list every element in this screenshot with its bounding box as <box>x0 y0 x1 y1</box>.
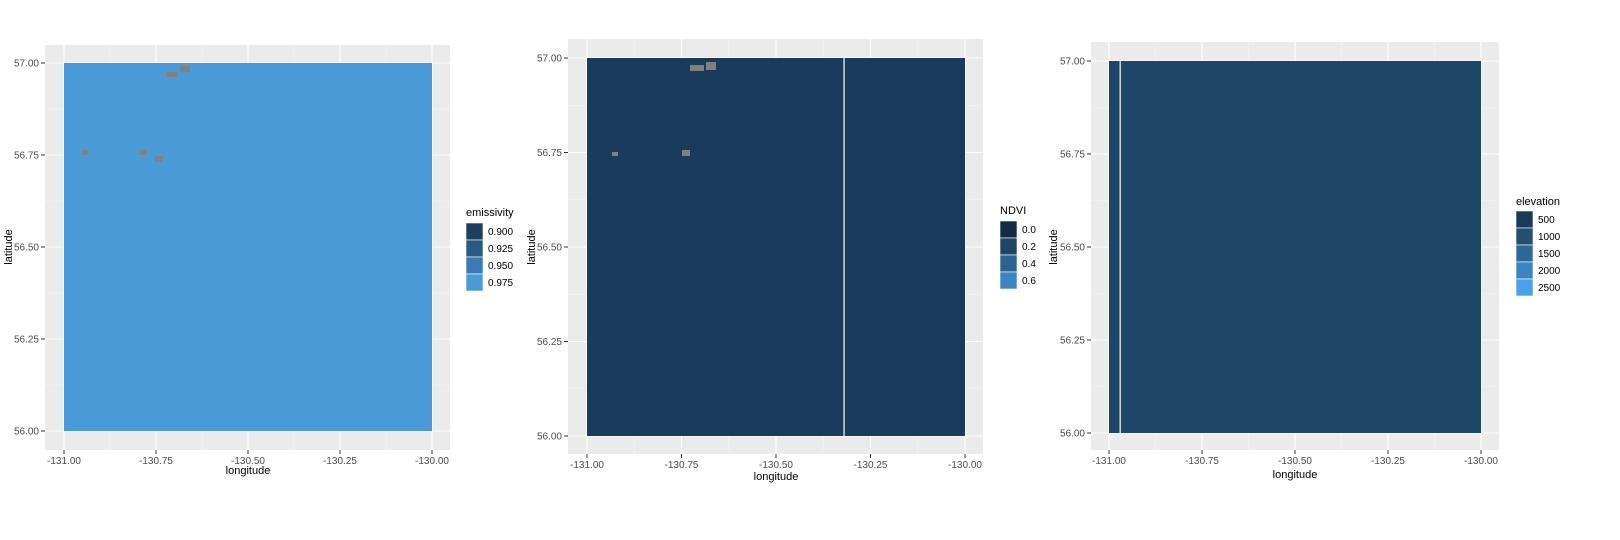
legend-key <box>999 220 1018 239</box>
y-tick-label: 56.25 <box>1060 336 1085 347</box>
x-axis: -131.00 -130.75 -130.50 -130.25 -130.00 longi… <box>1092 450 1498 481</box>
y-tick-label: 56.25 <box>537 337 562 348</box>
raster-tiles <box>64 63 432 431</box>
x-tick-label: -130.00 <box>1464 456 1498 467</box>
legend: emissivity 0.900 0.925 0.950 0.975 <box>465 207 514 292</box>
na-cell <box>612 152 618 156</box>
heatmap-panel-3: -131.00 -130.75 -130.50 -130.25 -130.00 longi… <box>1048 42 1561 481</box>
x-tick-label: -130.25 <box>323 456 357 467</box>
y-tick-label: 56.25 <box>14 335 39 346</box>
legend-label: 1500 <box>1538 249 1561 260</box>
legend-label: 0.4 <box>1022 259 1036 270</box>
x-axis-title: longitude <box>754 471 799 483</box>
y-tick-label: 57.00 <box>14 59 39 70</box>
x-axis-title: longitude <box>1273 469 1318 481</box>
legend-label: 2000 <box>1538 266 1561 277</box>
y-axis-title: latitude <box>526 229 538 264</box>
x-tick-label: -130.50 <box>1278 456 1312 467</box>
legend-key <box>465 273 484 292</box>
heatmap-panel-2: -131.00 -130.75 -130.50 -130.25 -130.00 longi… <box>526 39 1036 483</box>
x-tick-label: -130.75 <box>139 456 173 467</box>
na-cell <box>706 62 716 70</box>
heatmap-panel-1: -131.00 -130.75 -130.50 -130.25 -130.00 longi… <box>3 45 514 477</box>
na-cell <box>180 66 190 72</box>
x-tick-label: -130.50 <box>231 456 265 467</box>
y-tick-label: 56.75 <box>1060 150 1085 161</box>
x-tick-label: -131.00 <box>570 460 604 471</box>
raster-tiles <box>587 58 965 436</box>
legend-key <box>999 237 1018 256</box>
raster-tiles <box>1109 61 1481 433</box>
legend-label: 0.2 <box>1022 242 1036 253</box>
legend-key <box>465 222 484 241</box>
y-axis: 56.00 56.25 56.50 56.75 57.00 latitude <box>526 54 568 443</box>
legend-key <box>1515 227 1534 246</box>
x-tick-label: -130.25 <box>854 460 888 471</box>
y-tick-label: 56.00 <box>1060 429 1085 440</box>
x-tick-label: -130.75 <box>1185 456 1219 467</box>
y-tick-label: 56.50 <box>14 243 39 254</box>
y-axis-title: latitude <box>3 229 15 264</box>
raster-texture <box>587 58 965 436</box>
na-cell <box>155 156 163 162</box>
x-axis-title: longitude <box>226 465 271 477</box>
x-tick-label: -130.75 <box>665 460 699 471</box>
na-cell <box>690 65 704 71</box>
x-tick-label: -131.00 <box>1092 456 1126 467</box>
legend-label: 1000 <box>1538 232 1561 243</box>
x-axis: -131.00 -130.75 -130.50 -130.25 -130.00 longi… <box>570 454 982 483</box>
x-tick-label: -131.00 <box>47 456 81 467</box>
legend-label: 0.6 <box>1022 276 1036 287</box>
x-axis: -131.00 -130.75 -130.50 -130.25 -130.00 longi… <box>47 450 449 477</box>
y-axis: 56.00 56.25 56.50 56.75 57.00 latitude <box>3 59 45 438</box>
legend-label: 0.925 <box>488 244 513 255</box>
y-tick-label: 56.50 <box>1060 243 1085 254</box>
y-tick-label: 57.00 <box>1060 57 1085 68</box>
legend: elevation 500 1000 1500 2000 2500 <box>1515 196 1561 297</box>
x-tick-label: -130.00 <box>948 460 982 471</box>
y-axis: 56.00 56.25 56.50 56.75 57.00 latitude <box>1048 57 1091 440</box>
na-cell <box>682 150 690 156</box>
legend-label: 0.0 <box>1022 225 1036 236</box>
y-tick-label: 56.75 <box>537 148 562 159</box>
legend-label: 0.900 <box>488 227 513 238</box>
legend-key <box>465 256 484 275</box>
x-tick-label: -130.50 <box>759 460 793 471</box>
legend-key <box>999 271 1018 290</box>
legend-label: 2500 <box>1538 283 1561 294</box>
legend-title: emissivity <box>466 207 514 219</box>
legend-label: 500 <box>1538 215 1555 226</box>
y-tick-label: 56.75 <box>14 151 39 162</box>
raster-texture <box>64 63 432 431</box>
legend-key <box>1515 244 1534 263</box>
legend-key <box>1515 261 1534 280</box>
legend-key <box>999 254 1018 273</box>
na-cell <box>166 72 178 77</box>
na-cell <box>82 150 88 155</box>
x-tick-label: -130.00 <box>415 456 449 467</box>
y-tick-label: 56.00 <box>537 432 562 443</box>
legend-key <box>465 239 484 258</box>
na-cell <box>140 150 147 155</box>
legend-label: 0.950 <box>488 261 513 272</box>
raster-texture <box>1109 61 1481 433</box>
legend-label: 0.975 <box>488 278 513 289</box>
y-axis-title: latitude <box>1048 229 1060 264</box>
legend: NDVI 0.0 0.2 0.4 0.6 <box>999 205 1036 290</box>
y-tick-label: 56.00 <box>14 427 39 438</box>
legend-title: NDVI <box>1000 205 1026 217</box>
y-tick-label: 57.00 <box>537 54 562 65</box>
legend-key <box>1515 278 1534 297</box>
legend-title: elevation <box>1516 196 1560 208</box>
legend-key <box>1515 210 1534 229</box>
x-tick-label: -130.25 <box>1371 456 1405 467</box>
y-tick-label: 56.50 <box>537 243 562 254</box>
